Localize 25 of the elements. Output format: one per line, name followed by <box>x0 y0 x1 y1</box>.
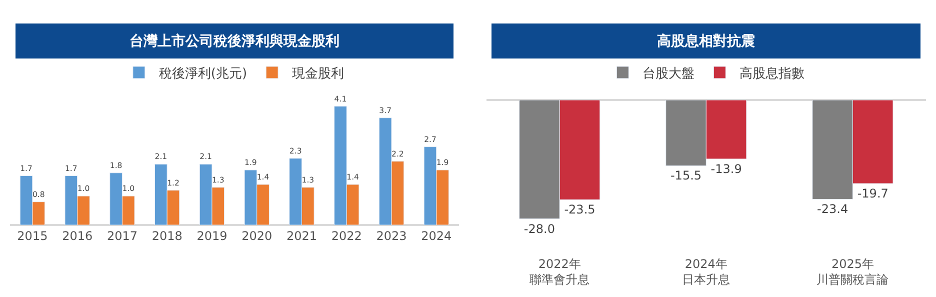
data-label: -19.7 <box>857 186 888 201</box>
data-label: -23.4 <box>817 202 848 216</box>
data-label: -23.5 <box>564 202 596 217</box>
x-tick-label: 2019 <box>196 229 228 243</box>
x-tick-label: 2023 <box>376 229 407 243</box>
data-label: -15.5 <box>670 168 702 183</box>
legend-label: 稅後淨利(兆元) <box>158 66 248 82</box>
x-tick-label: 2024年日本升息 <box>682 257 730 287</box>
data-label: -28.0 <box>524 222 555 236</box>
data-label: -13.9 <box>710 162 742 176</box>
x-tick-label: 2021 <box>286 229 318 243</box>
x-tick-label: 2017 <box>106 229 138 243</box>
x-tick-label: 2024 <box>421 229 452 243</box>
x-tick-label: 2015 <box>17 229 48 243</box>
legend-label: 高股息指數 <box>740 66 805 82</box>
legend-label: 現金股利 <box>292 66 344 82</box>
x-tick-label: 2022 <box>331 229 362 243</box>
legend-label: 台股大盤 <box>642 66 695 82</box>
x-tick-label: 2018 <box>152 229 182 243</box>
x-tick-label: 2020 <box>242 229 272 243</box>
chart-title: 高股息相對抗震 <box>657 32 755 50</box>
chart-title: 台灣上市公司稅後淨利與現金股利 <box>130 32 340 50</box>
x-tick-label: 2022年聯準會升息 <box>530 257 590 287</box>
x-tick-label: 2025年川普關稅言論 <box>816 257 889 287</box>
x-tick-label: 2016 <box>62 229 93 243</box>
